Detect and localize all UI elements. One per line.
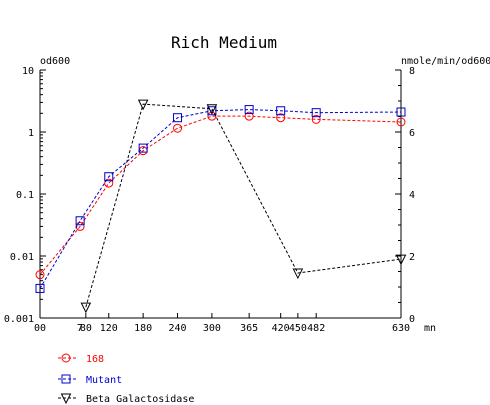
x-tick-label: 630: [392, 323, 410, 334]
left-tick-label: 0.1: [16, 190, 34, 201]
x-tick-label: 482: [307, 323, 325, 334]
x-tick-label: 300: [203, 323, 221, 334]
legend-label: 168: [86, 354, 104, 365]
x-tick-label: 240: [168, 323, 186, 334]
data-point: [395, 254, 407, 266]
data-point: [206, 104, 218, 115]
data-point: [104, 178, 114, 188]
data-point: [137, 99, 149, 111]
right-tick-label: 4: [409, 190, 415, 201]
data-point: [104, 172, 114, 182]
data-point: [35, 270, 45, 280]
data-point: [173, 123, 183, 133]
x-tick-label: 420: [272, 323, 290, 334]
data-point: [60, 393, 72, 405]
chart-title: Rich Medium: [171, 33, 277, 52]
x-tick-label: 450: [289, 323, 307, 334]
legend-label: Beta Galactosidase: [86, 394, 194, 405]
data-point: [244, 105, 254, 115]
data-point: [276, 106, 286, 116]
right-tick-label: 6: [409, 128, 415, 139]
series-mutant: [35, 105, 406, 293]
axes: 0.001 0.01 0.1 1 10 0 2 4 6 8 00 80 120 180 240 300 365 4…: [4, 66, 415, 334]
right-tick-label: 0: [409, 314, 415, 325]
x-tick-label: 00: [34, 323, 46, 334]
data-point: [61, 374, 71, 384]
x-unit-label: mn: [424, 323, 436, 334]
data-point: [276, 113, 286, 123]
legend: 168 Mutant Beta Galactosidase: [58, 353, 194, 405]
left-tick-label: 1: [28, 128, 34, 139]
data-point: [207, 111, 217, 121]
right-axis-label: nmole/min/od600: [401, 56, 490, 67]
data-point: [311, 114, 321, 124]
data-point: [75, 221, 85, 231]
left-axis-label: od600: [40, 56, 70, 67]
data-point: [396, 107, 406, 117]
plot-area: [35, 99, 407, 314]
x-tick-label: 365: [240, 323, 258, 334]
series-beta-galactosidase: [80, 99, 407, 314]
series-line: [39, 115, 402, 275]
x-tick-label: 120: [100, 323, 118, 334]
legend-label: Mutant: [86, 375, 122, 386]
data-point: [61, 353, 71, 363]
x-tick-label-extra: 7: [77, 323, 83, 334]
series-line: [85, 103, 402, 308]
data-point: [80, 302, 92, 314]
right-tick-label: 2: [409, 252, 415, 263]
series-168: [35, 111, 406, 280]
series-line: [39, 109, 402, 289]
data-point: [173, 113, 183, 123]
data-point: [35, 283, 45, 293]
right-tick-label: 8: [409, 66, 415, 77]
data-point: [396, 117, 406, 127]
left-tick-label: 0.01: [10, 252, 34, 263]
left-tick-label: 10: [22, 66, 34, 77]
data-point: [311, 108, 321, 118]
data-point: [292, 268, 304, 280]
data-point: [75, 216, 85, 226]
x-tick-label: 180: [134, 323, 152, 334]
left-tick-label: 0.001: [4, 314, 34, 325]
data-point: [244, 111, 254, 121]
x-tick-label: 80: [80, 323, 92, 334]
data-point: [138, 143, 148, 153]
